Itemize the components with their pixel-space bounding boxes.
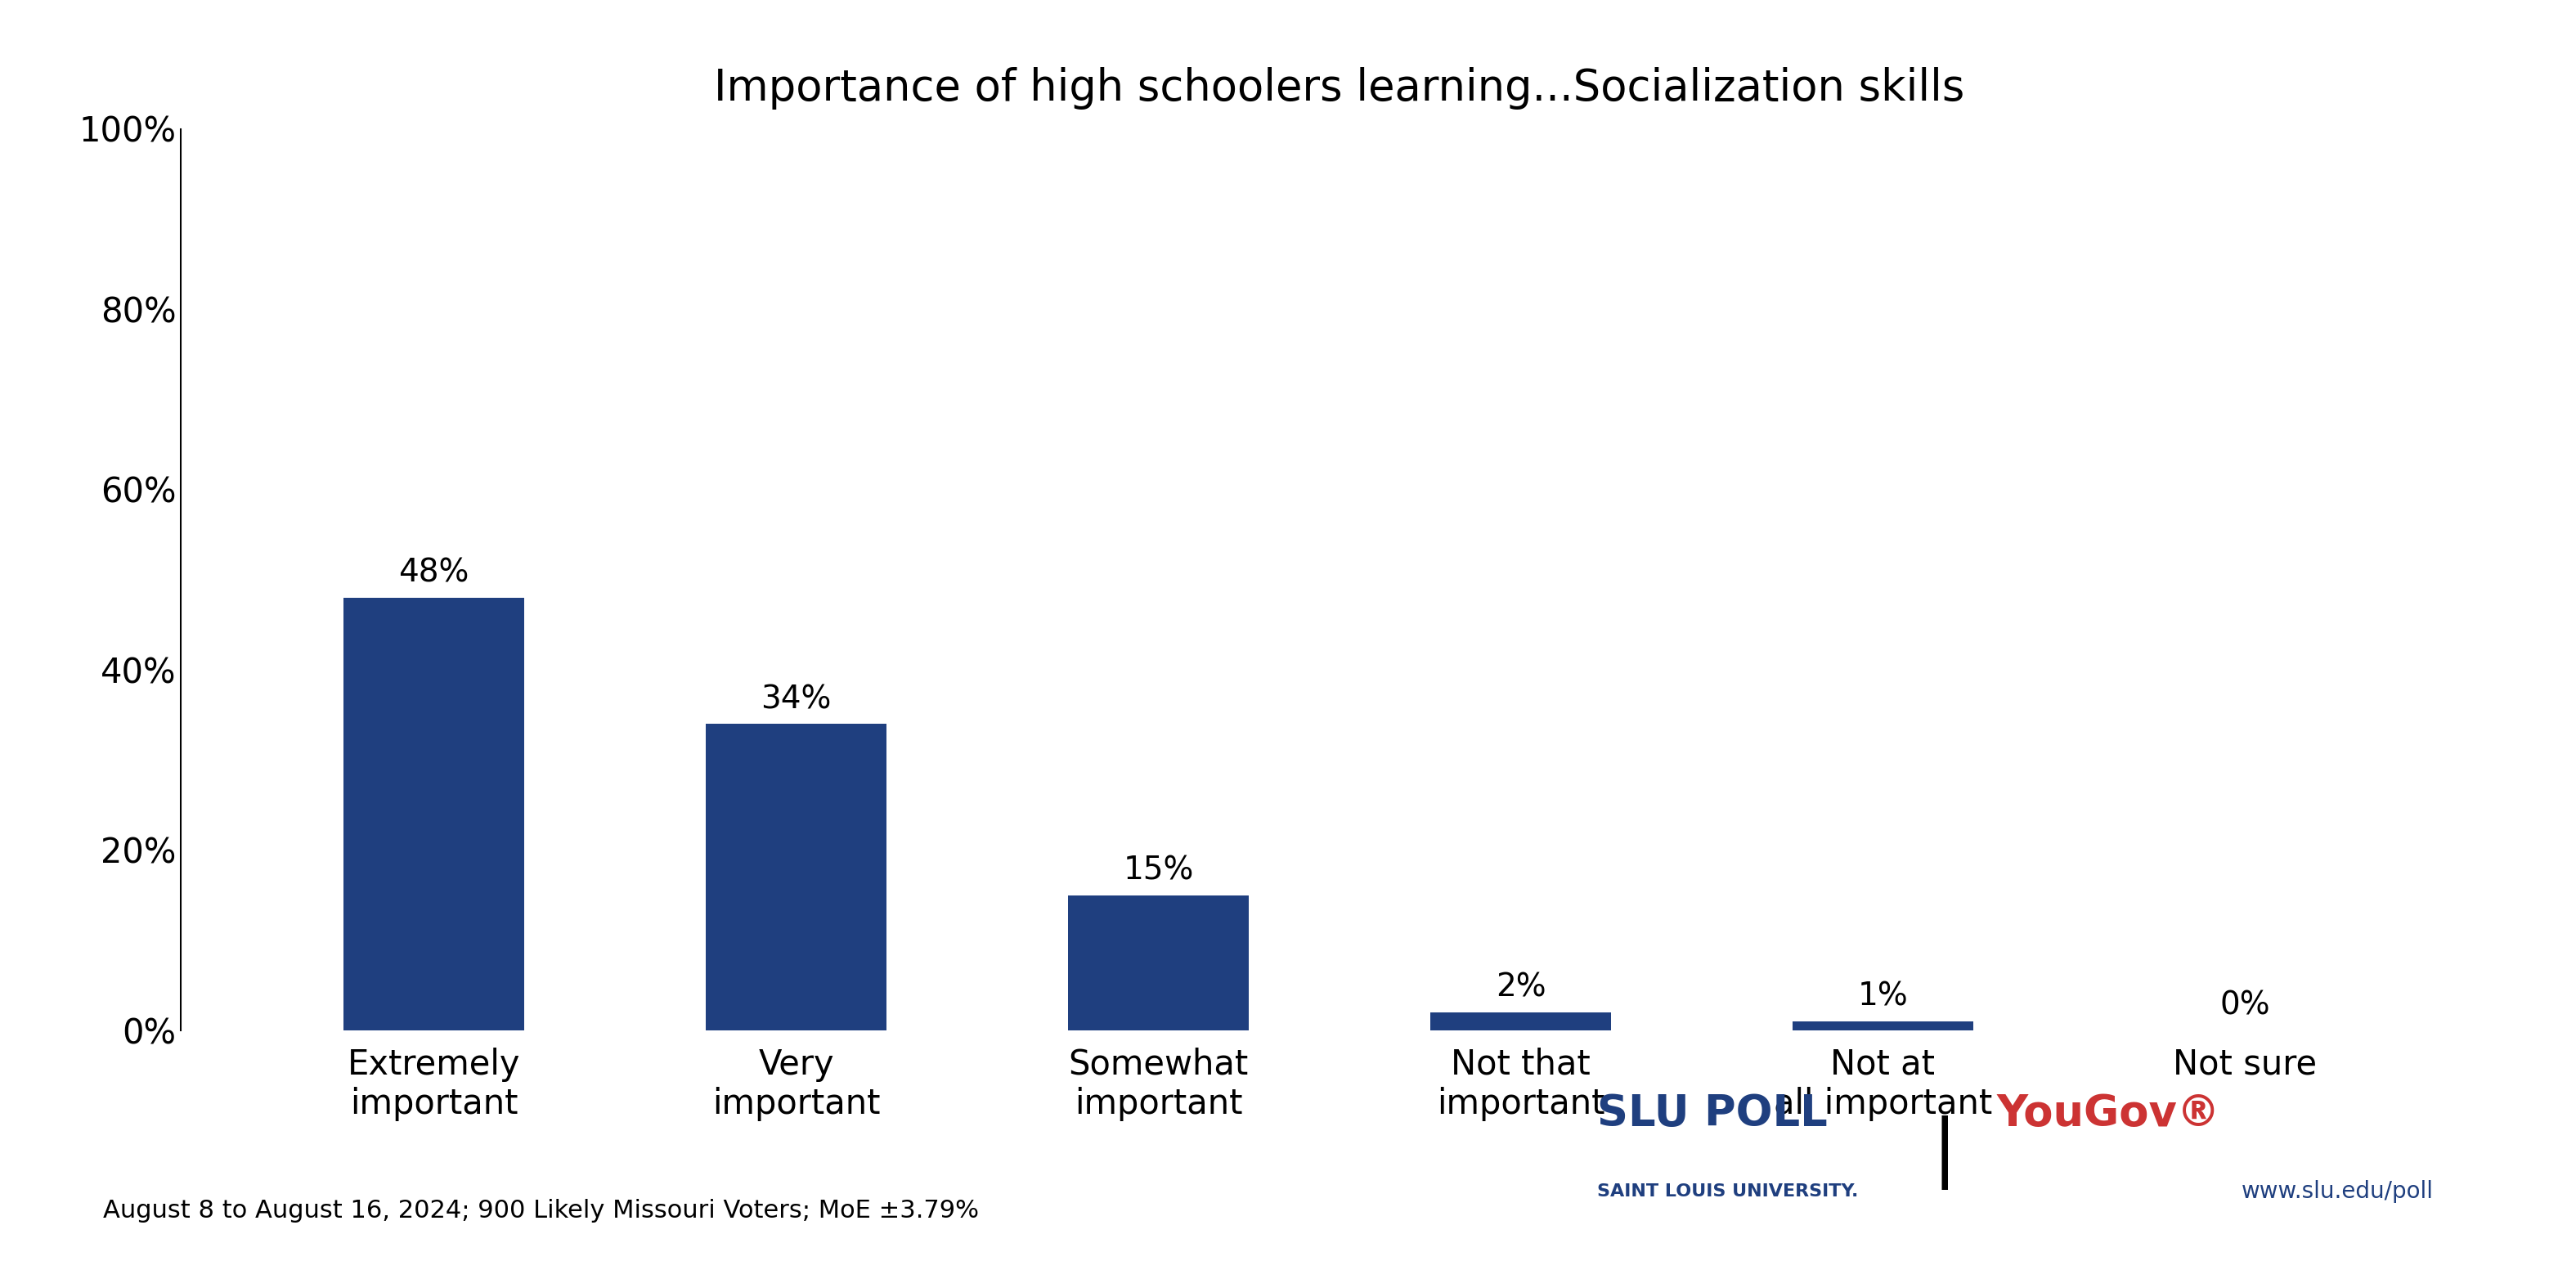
Text: SLU POLL: SLU POLL xyxy=(1597,1092,1826,1136)
Bar xyxy=(1793,1021,1973,1030)
Text: August 8 to August 16, 2024; 900 Likely Missouri Voters; MoE ±3.79%: August 8 to August 16, 2024; 900 Likely … xyxy=(103,1199,979,1222)
Text: 0%: 0% xyxy=(2221,990,2269,1021)
Bar xyxy=(343,598,526,1030)
Title: Importance of high schoolers learning...Socialization skills: Importance of high schoolers learning...… xyxy=(714,67,1965,109)
Bar xyxy=(1430,1012,1610,1030)
Bar xyxy=(706,724,886,1030)
Text: 15%: 15% xyxy=(1123,855,1193,886)
Text: YouGov®: YouGov® xyxy=(1996,1092,2221,1136)
Text: 48%: 48% xyxy=(399,558,469,589)
Text: www.slu.edu/poll: www.slu.edu/poll xyxy=(2241,1180,2434,1203)
Text: SAINT LOUIS UNIVERSITY.: SAINT LOUIS UNIVERSITY. xyxy=(1597,1184,1857,1199)
Text: 2%: 2% xyxy=(1497,972,1546,1003)
Bar xyxy=(1069,895,1249,1030)
Text: 34%: 34% xyxy=(760,684,832,715)
Text: |: | xyxy=(1932,1115,1958,1190)
Text: 1%: 1% xyxy=(1857,981,1909,1012)
